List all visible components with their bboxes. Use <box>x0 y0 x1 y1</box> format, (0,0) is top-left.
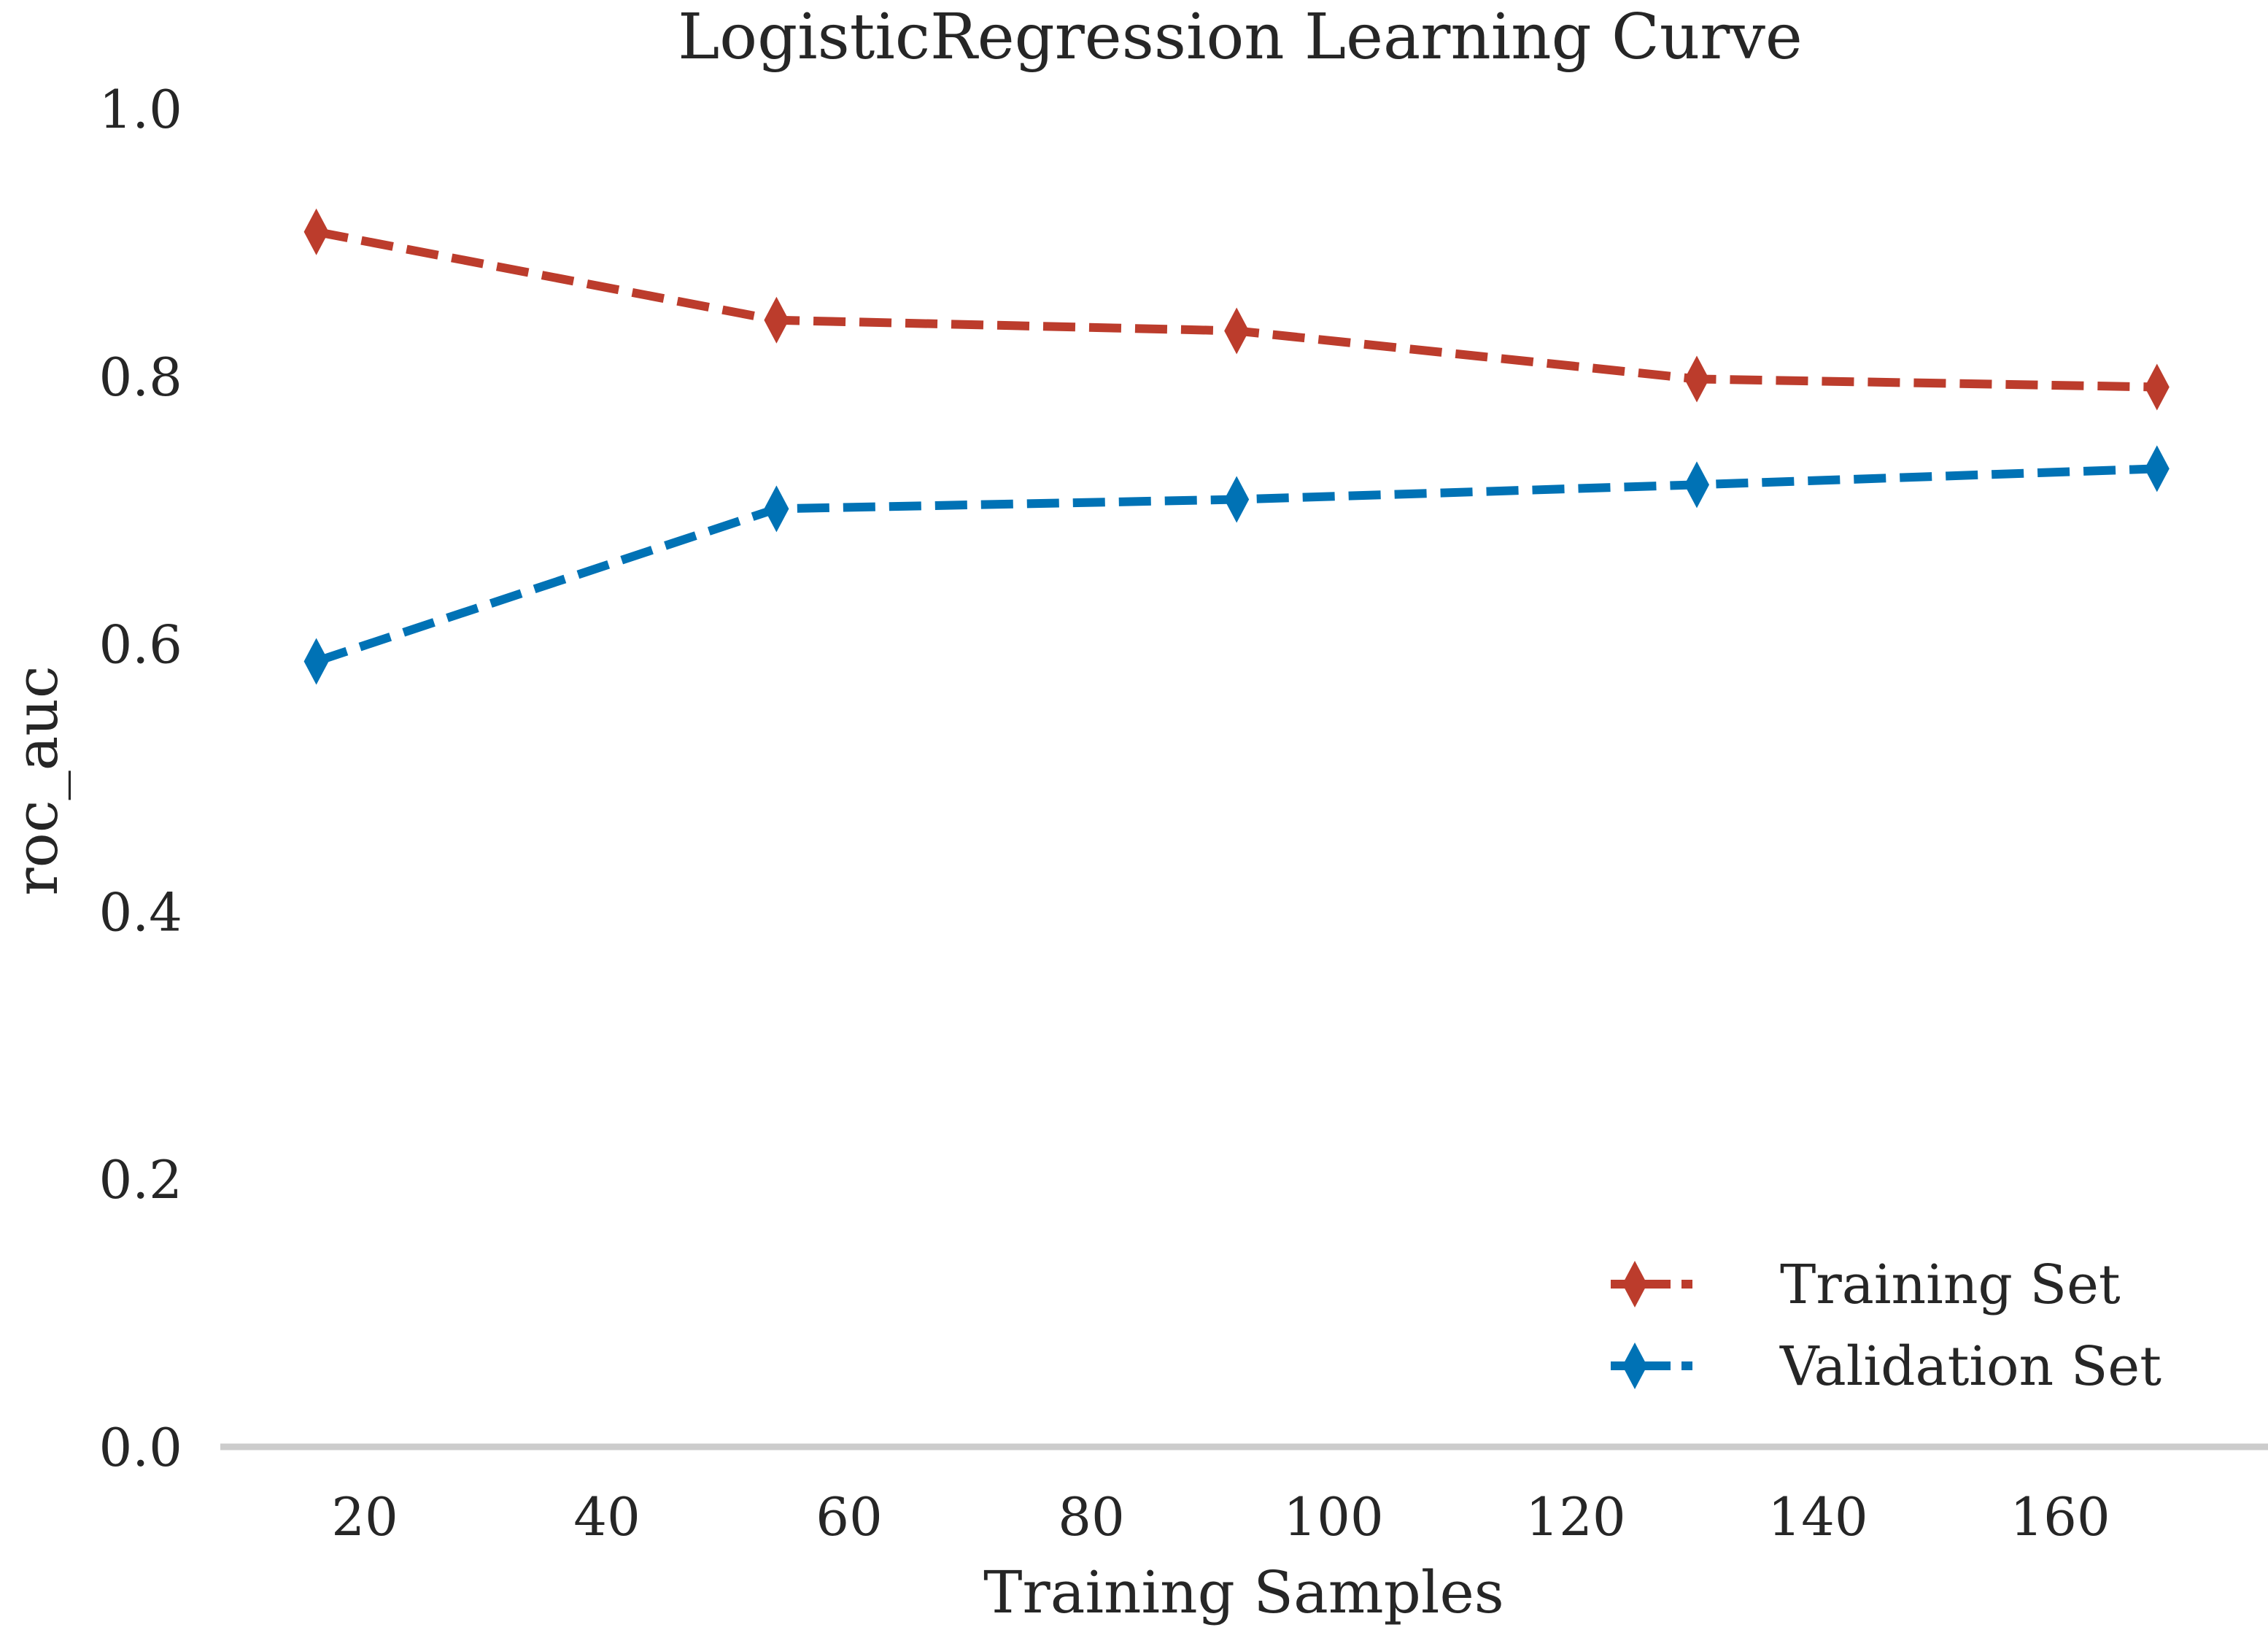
data-point-marker <box>1224 307 1250 355</box>
series-layer <box>303 208 2170 685</box>
y-tick-label: 0.0 <box>98 1417 182 1478</box>
data-point-marker <box>1684 355 1709 403</box>
chart-title: LogisticRegression Learning Curve <box>678 1 1803 74</box>
x-tick-labels: 20 40 60 80 100 120 140 160 <box>331 1486 2110 1548</box>
data-point-marker <box>2144 445 2170 492</box>
y-axis-label: roc_auc <box>3 665 71 895</box>
x-tick-label: 60 <box>816 1486 883 1548</box>
y-tick-label: 0.4 <box>98 881 182 943</box>
x-tick-label: 160 <box>2010 1486 2110 1548</box>
x-axis-label: Training Samples <box>983 1558 1504 1626</box>
data-point-marker <box>764 296 789 344</box>
series-validation-set <box>303 445 2170 685</box>
y-tick-labels: 0.0 0.2 0.4 0.6 0.8 1.0 <box>98 79 182 1478</box>
legend-item: Validation Set <box>1611 1335 2161 1398</box>
legend-item: Training Set <box>1611 1253 2121 1316</box>
data-point-marker <box>303 638 329 685</box>
y-tick-label: 0.8 <box>98 347 182 408</box>
data-point-marker <box>764 485 789 533</box>
legend-label: Validation Set <box>1779 1335 2161 1398</box>
y-tick-label: 0.2 <box>98 1149 182 1210</box>
data-point-marker <box>303 208 329 255</box>
legend-marker <box>1622 1343 1647 1389</box>
x-tick-label: 40 <box>573 1486 640 1548</box>
x-tick-label: 120 <box>1525 1486 1625 1548</box>
legend-marker <box>1622 1261 1647 1307</box>
data-point-marker <box>2144 363 2170 411</box>
x-tick-label: 20 <box>331 1486 398 1548</box>
legend-label: Training Set <box>1780 1253 2121 1316</box>
x-tick-label: 100 <box>1283 1486 1383 1548</box>
y-tick-label: 0.6 <box>98 614 182 676</box>
x-tick-label: 80 <box>1058 1486 1125 1548</box>
y-tick-label: 1.0 <box>98 79 182 140</box>
legend: Training Set Validation Set <box>1611 1253 2161 1398</box>
data-point-marker <box>1684 461 1709 509</box>
x-tick-label: 140 <box>1768 1486 1868 1548</box>
series-training-set <box>303 208 2170 411</box>
data-point-marker <box>1224 476 1250 523</box>
